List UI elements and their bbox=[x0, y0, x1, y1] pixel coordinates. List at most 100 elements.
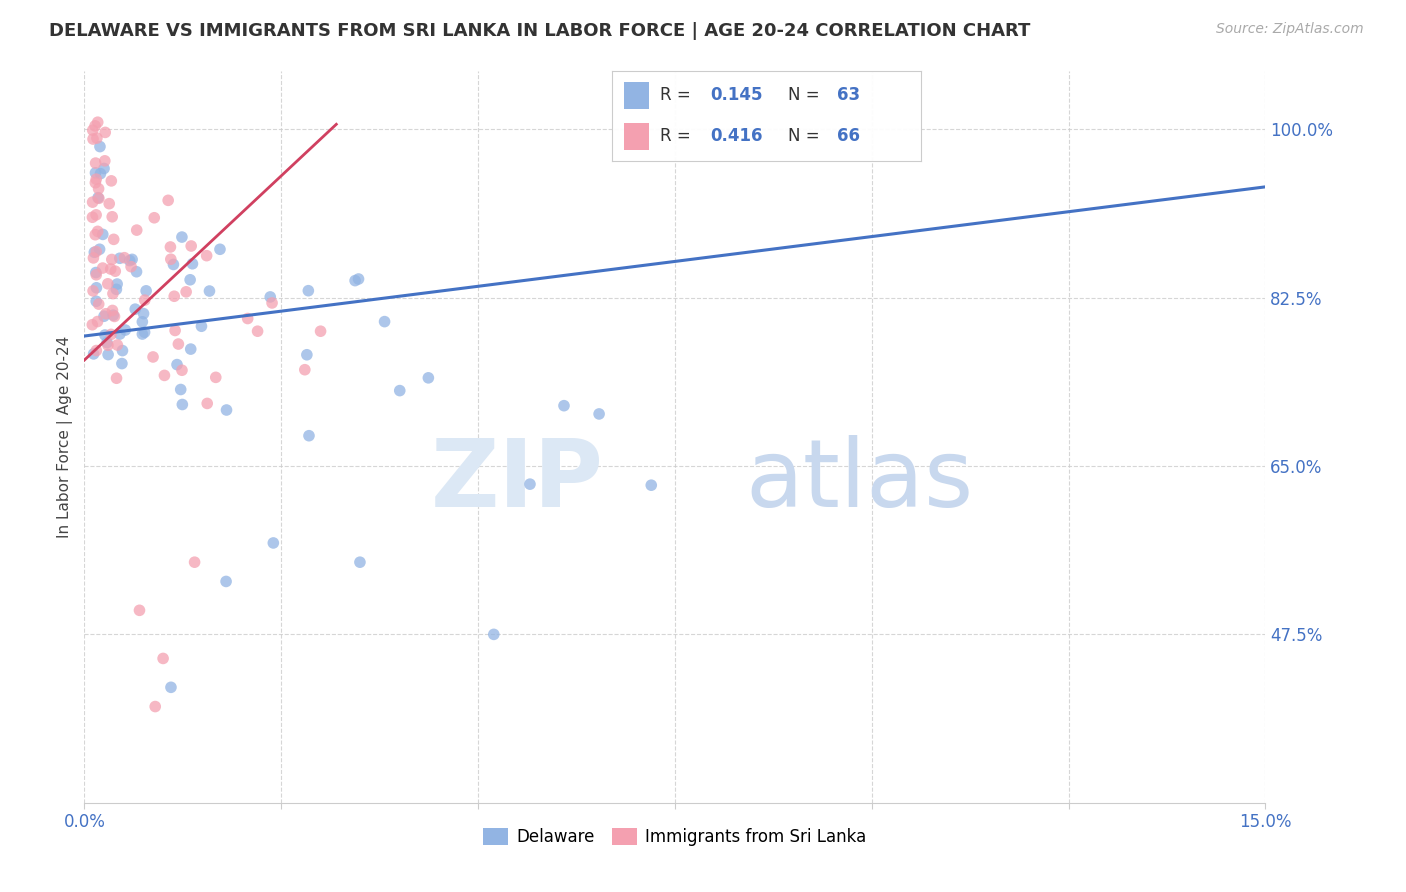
Point bbox=[111, 343, 134, 358]
Point bbox=[101, 252, 124, 267]
Y-axis label: In Labor Force | Age 20-24: In Labor Force | Age 20-24 bbox=[58, 336, 73, 538]
Point bbox=[94, 328, 117, 343]
Point bbox=[83, 245, 105, 260]
Point bbox=[101, 303, 124, 318]
Point bbox=[103, 232, 125, 246]
Point bbox=[82, 132, 104, 146]
Point bbox=[98, 196, 121, 211]
Point bbox=[114, 323, 136, 337]
Point bbox=[160, 681, 183, 695]
Point bbox=[153, 368, 176, 383]
Text: Source: ZipAtlas.com: Source: ZipAtlas.com bbox=[1216, 22, 1364, 37]
Point bbox=[84, 266, 107, 280]
Point bbox=[208, 242, 231, 256]
Point bbox=[204, 370, 226, 384]
Point bbox=[82, 318, 104, 332]
Text: N =: N = bbox=[787, 128, 825, 145]
Point bbox=[100, 174, 122, 188]
Point bbox=[82, 211, 104, 225]
Point bbox=[97, 347, 120, 361]
Point bbox=[84, 156, 107, 170]
Point bbox=[163, 289, 186, 303]
Point bbox=[162, 257, 184, 271]
Point bbox=[89, 139, 111, 153]
Point bbox=[135, 284, 157, 298]
Point bbox=[294, 362, 316, 376]
Text: R =: R = bbox=[659, 128, 696, 145]
Point bbox=[84, 166, 107, 180]
Point bbox=[215, 574, 238, 589]
Point bbox=[125, 223, 148, 237]
Point bbox=[112, 251, 135, 265]
Point bbox=[181, 257, 204, 271]
Point bbox=[86, 343, 108, 358]
Point bbox=[94, 125, 117, 139]
Point bbox=[588, 407, 610, 421]
Text: 63: 63 bbox=[838, 87, 860, 104]
Point bbox=[86, 224, 108, 238]
Point bbox=[84, 294, 107, 309]
Point bbox=[198, 284, 221, 298]
Point bbox=[418, 371, 440, 385]
Point bbox=[87, 191, 110, 205]
Point bbox=[108, 252, 131, 266]
Point bbox=[170, 363, 193, 377]
Point bbox=[86, 281, 108, 295]
Point bbox=[195, 249, 218, 263]
Point bbox=[105, 371, 128, 385]
Point bbox=[131, 327, 153, 342]
Point bbox=[100, 327, 122, 342]
Point bbox=[190, 319, 212, 334]
Point bbox=[172, 397, 194, 411]
Point bbox=[105, 338, 128, 352]
Text: N =: N = bbox=[787, 87, 825, 104]
Point bbox=[118, 253, 141, 268]
Point bbox=[84, 244, 107, 259]
Point bbox=[152, 651, 174, 665]
Point bbox=[388, 384, 411, 398]
Point bbox=[519, 477, 541, 491]
Point bbox=[179, 273, 201, 287]
Point bbox=[259, 290, 281, 304]
Point bbox=[166, 358, 188, 372]
Point bbox=[86, 314, 108, 328]
Point bbox=[297, 284, 319, 298]
Text: 66: 66 bbox=[838, 128, 860, 145]
Point bbox=[174, 285, 197, 299]
Point bbox=[93, 310, 115, 324]
Point bbox=[120, 260, 142, 274]
Point bbox=[93, 161, 115, 176]
Point bbox=[170, 383, 193, 397]
Point bbox=[170, 230, 193, 244]
Point bbox=[101, 286, 124, 301]
Point bbox=[132, 307, 155, 321]
FancyBboxPatch shape bbox=[624, 82, 648, 109]
Point bbox=[87, 182, 110, 196]
Point bbox=[246, 324, 269, 338]
Point bbox=[97, 277, 120, 291]
Point bbox=[143, 699, 166, 714]
Point bbox=[236, 311, 259, 326]
Point bbox=[142, 350, 165, 364]
Point bbox=[124, 302, 146, 317]
Point bbox=[84, 176, 107, 190]
Point bbox=[159, 240, 181, 254]
Point bbox=[84, 227, 107, 242]
Point bbox=[347, 272, 370, 286]
Point bbox=[165, 323, 187, 337]
Point bbox=[91, 227, 114, 242]
Point bbox=[101, 210, 124, 224]
Text: 0.145: 0.145 bbox=[710, 87, 763, 104]
Point bbox=[103, 308, 125, 322]
Point bbox=[215, 403, 238, 417]
Text: ZIP: ZIP bbox=[432, 435, 605, 527]
Point bbox=[553, 399, 575, 413]
FancyBboxPatch shape bbox=[624, 123, 648, 150]
Point bbox=[87, 297, 110, 311]
Point bbox=[349, 555, 371, 569]
Point bbox=[195, 396, 218, 410]
Point bbox=[103, 310, 125, 324]
Point bbox=[134, 293, 156, 307]
Point bbox=[105, 277, 128, 291]
Point bbox=[96, 335, 118, 350]
